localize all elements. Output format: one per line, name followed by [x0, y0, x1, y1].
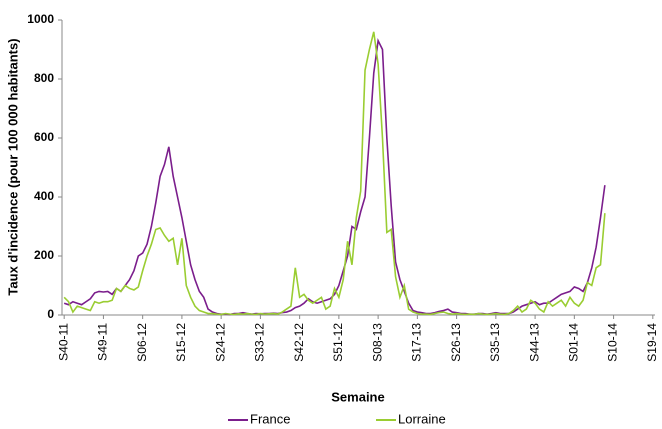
x-tick-label: S44-13 [527, 323, 541, 362]
y-axis-title: Taux d'incidence (pour 100 000 habitants… [5, 38, 20, 295]
x-tick-label: S33-12 [253, 323, 267, 362]
x-tick-label: S17-13 [410, 323, 424, 362]
x-tick-label: S24-12 [213, 323, 227, 362]
x-tick-label: S49-11 [96, 323, 110, 361]
y-tick-label: 1000 [27, 12, 54, 26]
legend-label: Lorraine [398, 411, 446, 426]
x-tick-label: S06-12 [135, 323, 149, 362]
x-tick-label: S26-13 [449, 323, 463, 362]
x-tick-label: S51-12 [331, 323, 345, 362]
x-tick-label: S40-11 [56, 323, 70, 361]
x-tick-label: S08-13 [370, 323, 384, 362]
x-tick-label: S15-12 [174, 323, 188, 362]
y-tick-label: 800 [34, 71, 54, 85]
x-axis-title: Semaine [331, 389, 384, 404]
x-tick-label: S19-14 [645, 323, 659, 362]
y-tick-label: 600 [34, 130, 54, 144]
series-line [63, 31, 606, 316]
y-tick-label: 0 [47, 307, 54, 321]
x-tick-label: S42-12 [292, 323, 306, 362]
x-tick-label: S35-13 [488, 323, 502, 362]
y-tick-label: 200 [34, 248, 54, 262]
x-tick-label: S01-14 [567, 323, 581, 362]
legend-label: France [250, 411, 290, 426]
y-tick-label: 400 [34, 189, 54, 203]
x-tick-label: S10-14 [606, 323, 620, 362]
series-line [63, 37, 606, 316]
